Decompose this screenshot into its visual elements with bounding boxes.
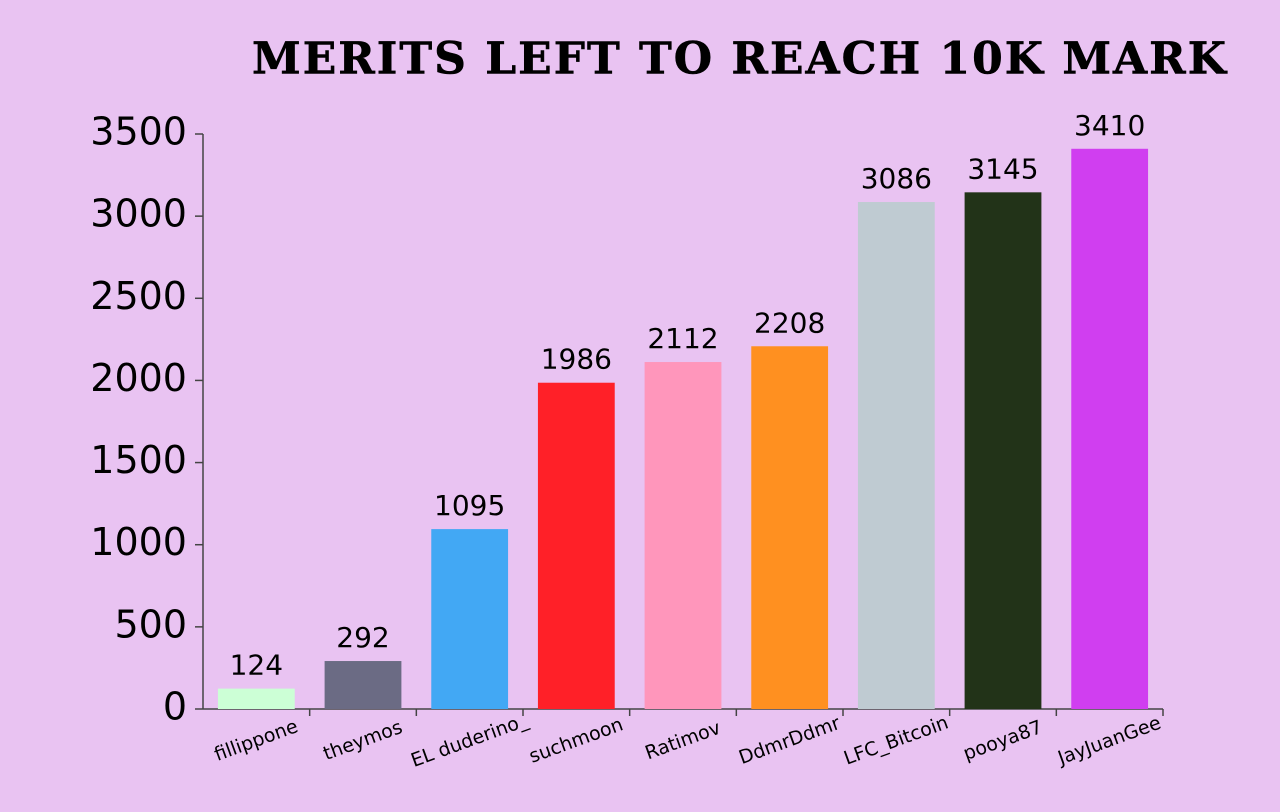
- bar: [644, 362, 722, 709]
- value-label: 3086: [861, 162, 932, 195]
- value-label: 3410: [1074, 109, 1145, 142]
- bar: [1071, 148, 1149, 710]
- bar: [964, 192, 1042, 710]
- value-label: 2208: [754, 306, 825, 339]
- y-tick-label: 0: [163, 685, 187, 729]
- bar: [751, 346, 829, 709]
- y-tick-label: 3000: [90, 192, 187, 236]
- y-tick-label: 1000: [90, 520, 187, 564]
- value-label: 124: [230, 649, 283, 682]
- bar: [857, 202, 935, 709]
- bar: [537, 382, 615, 709]
- value-label: 292: [336, 621, 389, 654]
- value-label: 2112: [647, 322, 718, 355]
- y-tick-label: 2000: [90, 356, 187, 400]
- y-tick-label: 2500: [90, 274, 187, 318]
- bar: [324, 661, 402, 709]
- value-label: 1986: [541, 343, 612, 376]
- y-tick-label: 3500: [90, 110, 187, 154]
- value-label: 3145: [967, 152, 1038, 185]
- y-tick-label: 500: [114, 602, 187, 646]
- y-tick-label: 1500: [90, 438, 187, 482]
- bar: [217, 688, 295, 709]
- bar: [431, 529, 509, 709]
- chart-title: MERITS LEFT TO REACH 10K MARK: [252, 34, 1228, 85]
- value-label: 1095: [434, 489, 505, 522]
